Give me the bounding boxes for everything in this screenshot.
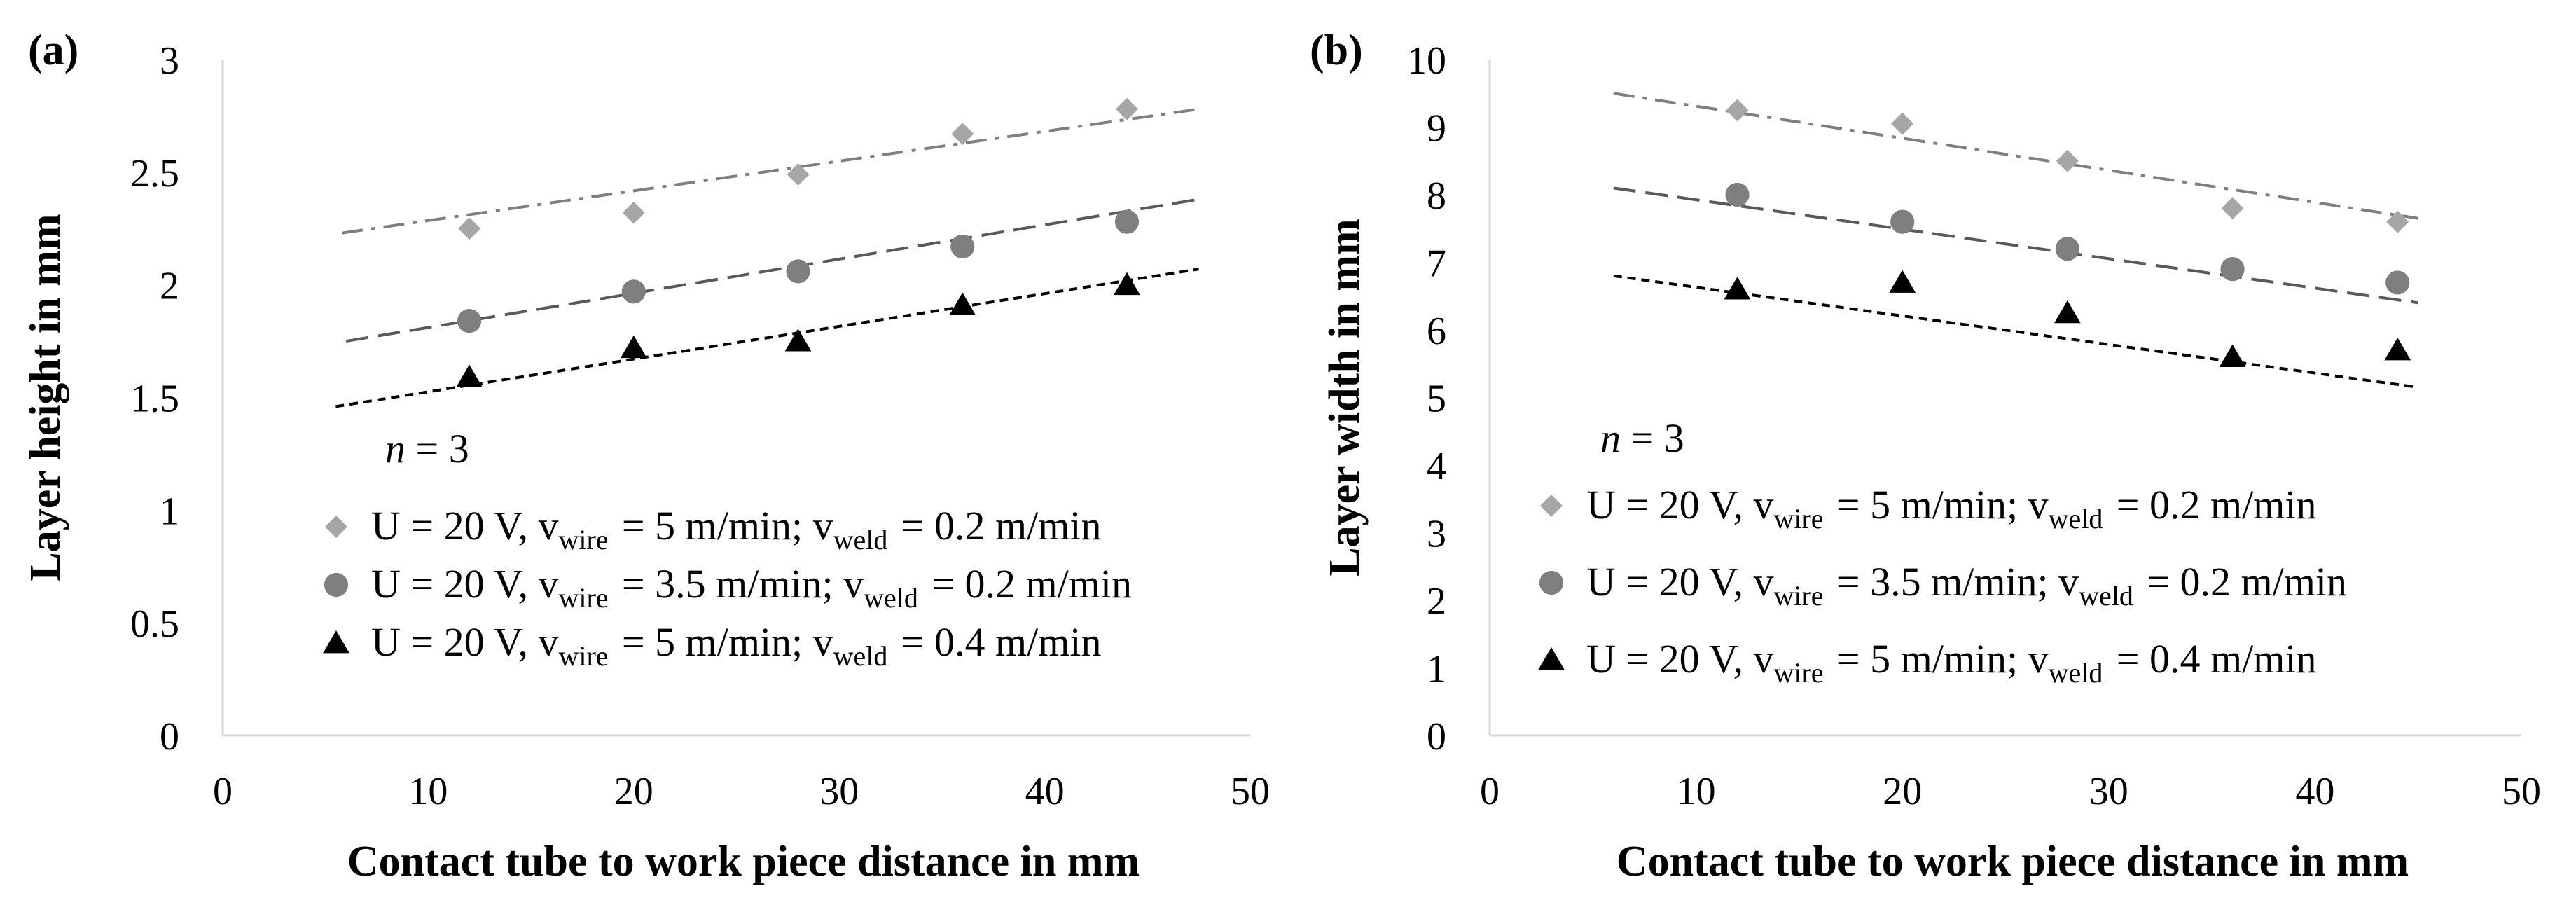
panel-label: (a) <box>28 27 78 74</box>
y-tick-label: 2 <box>160 265 179 308</box>
y-tick-label: 3 <box>160 39 179 83</box>
legend-marker-1 <box>325 516 347 538</box>
data-point-series-2 <box>786 259 810 284</box>
data-point-series-1 <box>1115 97 1138 120</box>
data-point-series-1 <box>2221 197 2244 220</box>
y-tick-label: 7 <box>1427 242 1446 286</box>
y-tick-label: 5 <box>1427 378 1446 421</box>
y-tick-label: 6 <box>1427 310 1446 353</box>
legend-label-1: U = 20 V, vwire = 5 m/min; vweld = 0.2 m… <box>1586 482 2316 534</box>
data-point-series-3 <box>620 335 647 359</box>
trendline-series-1 <box>1613 92 2419 220</box>
legend-label-2: U = 20 V, vwire = 3.5 m/min; vweld = 0.2… <box>1586 559 2347 611</box>
panel-label: (b) <box>1310 27 1363 74</box>
y-tick-label: 2 <box>1427 580 1446 623</box>
x-tick-label: 10 <box>1677 770 1716 813</box>
x-tick-label: 20 <box>614 770 653 813</box>
y-axis-title: Layer height in mm <box>22 214 69 581</box>
x-tick-label: 30 <box>2089 770 2128 813</box>
x-tick-label: 50 <box>1231 770 1270 813</box>
y-tick-label: 0 <box>1427 715 1446 759</box>
y-tick-label: 1.5 <box>130 378 179 421</box>
y-tick-label: 3 <box>1427 513 1446 556</box>
data-point-series-2 <box>1725 182 1750 207</box>
data-point-series-3 <box>2219 344 2246 367</box>
legend-label-1: U = 20 V, vwire = 5 m/min; vweld = 0.2 m… <box>371 503 1101 555</box>
legend-marker-3 <box>323 630 349 654</box>
x-axis-title: Contact tube to work piece distance in m… <box>347 838 1140 885</box>
data-point-series-1 <box>622 201 645 224</box>
legend-label-3: U = 20 V, vwire = 5 m/min; vweld = 0.4 m… <box>1586 636 2316 689</box>
data-point-series-2 <box>2385 270 2410 295</box>
y-tick-label: 9 <box>1427 107 1446 151</box>
trendline-series-3 <box>1613 274 2418 389</box>
y-tick-label: 8 <box>1427 174 1446 218</box>
x-tick-label: 50 <box>2502 770 2541 813</box>
y-tick-label: 1 <box>1427 648 1446 691</box>
chart-panel-b: (b) 0 1 2 3 4 5 6 7 8 9 10 0 10 20 30 40 50 Contact tube t… <box>1310 27 2541 885</box>
y-tick-label: 2.5 <box>130 152 179 195</box>
data-point-series-1 <box>787 163 810 186</box>
data-point-series-2 <box>621 279 646 304</box>
data-point-series-3 <box>2384 337 2411 361</box>
trendline-series-2 <box>345 198 1199 343</box>
x-tick-label: 10 <box>408 770 448 813</box>
data-point-series-3 <box>1724 277 1751 300</box>
data-point-series-1 <box>951 123 974 146</box>
data-point-series-3 <box>456 364 483 387</box>
data-point-series-3 <box>1114 272 1140 296</box>
data-point-series-2 <box>457 309 482 333</box>
x-tick-label: 40 <box>2295 770 2334 813</box>
data-point-series-1 <box>458 217 481 240</box>
x-tick-label: 0 <box>213 770 233 813</box>
x-axis-title: Contact tube to work piece distance in m… <box>1616 838 2409 885</box>
data-point-series-2 <box>2220 257 2245 282</box>
legend-marker-2 <box>324 572 349 597</box>
data-point-series-2 <box>2055 237 2079 261</box>
legend-marker-2 <box>1539 570 1564 595</box>
legend-label-3: U = 20 V, vwire = 5 m/min; vweld = 0.4 m… <box>371 619 1101 672</box>
y-tick-label: 4 <box>1427 445 1446 488</box>
x-tick-label: 0 <box>1480 770 1500 813</box>
x-tick-label: 40 <box>1025 770 1065 813</box>
x-tick-label: 20 <box>1883 770 1922 813</box>
data-point-series-2 <box>950 234 975 259</box>
y-tick-label: 10 <box>1407 39 1446 83</box>
data-point-series-1 <box>2056 149 2079 172</box>
legend-marker-1 <box>1540 495 1563 517</box>
legend-label-2: U = 20 V, vwire = 3.5 m/min; vweld = 0.2… <box>371 561 1132 614</box>
data-point-series-3 <box>1889 270 1916 293</box>
data-point-series-3 <box>784 329 812 352</box>
legend-note: n = 3 <box>385 426 469 471</box>
data-point-series-1 <box>2386 210 2409 233</box>
data-point-series-2 <box>1114 209 1140 234</box>
trendline-series-2 <box>1613 186 2418 305</box>
data-point-series-3 <box>949 292 976 316</box>
data-point-series-2 <box>1890 209 1915 234</box>
data-point-series-1 <box>1891 112 1914 135</box>
y-tick-label: 1 <box>160 490 179 533</box>
x-tick-label: 30 <box>819 770 859 813</box>
data-point-series-3 <box>2054 300 2081 324</box>
y-axis-title: Layer width in mm <box>1321 219 1369 576</box>
legend-marker-3 <box>1538 647 1565 670</box>
trendline-series-1 <box>341 107 1199 235</box>
data-point-series-1 <box>1726 99 1749 122</box>
y-tick-label: 0.5 <box>130 602 179 646</box>
legend-note: n = 3 <box>1600 415 1684 461</box>
y-tick-label: 0 <box>160 715 179 759</box>
